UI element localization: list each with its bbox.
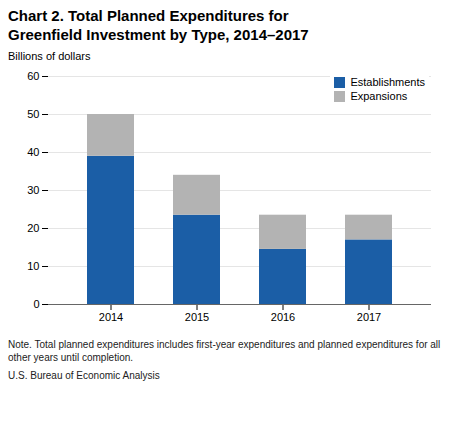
svg-text:2015: 2015 bbox=[185, 311, 209, 323]
html-text:Establishments: Establishments bbox=[350, 76, 425, 88]
html-text:U.S. Bureau of Economic Analys: U.S. Bureau of Economic Analysis bbox=[8, 370, 160, 381]
svg-text:10: 10 bbox=[27, 260, 39, 272]
svg-text:2016: 2016 bbox=[271, 311, 295, 323]
svg-text:20: 20 bbox=[27, 222, 39, 234]
html-text:Billions of dollars: Billions of dollars bbox=[8, 50, 91, 62]
html-text:Note. Total planned expenditur: Note. Total planned expenditures include… bbox=[8, 339, 441, 363]
svg-text:30: 30 bbox=[27, 184, 39, 196]
svg-text:2014: 2014 bbox=[99, 311, 123, 323]
svg-text:60: 60 bbox=[27, 70, 39, 82]
svg-text:2017: 2017 bbox=[357, 311, 381, 323]
svg-text:0: 0 bbox=[33, 298, 39, 310]
html-text:Chart 2. Total Planned Expendi: Chart 2. Total Planned Expenditures for … bbox=[8, 7, 309, 43]
svg-text:40: 40 bbox=[27, 146, 39, 158]
html-text:Expansions: Expansions bbox=[350, 90, 408, 102]
svg-text:50: 50 bbox=[27, 108, 39, 120]
